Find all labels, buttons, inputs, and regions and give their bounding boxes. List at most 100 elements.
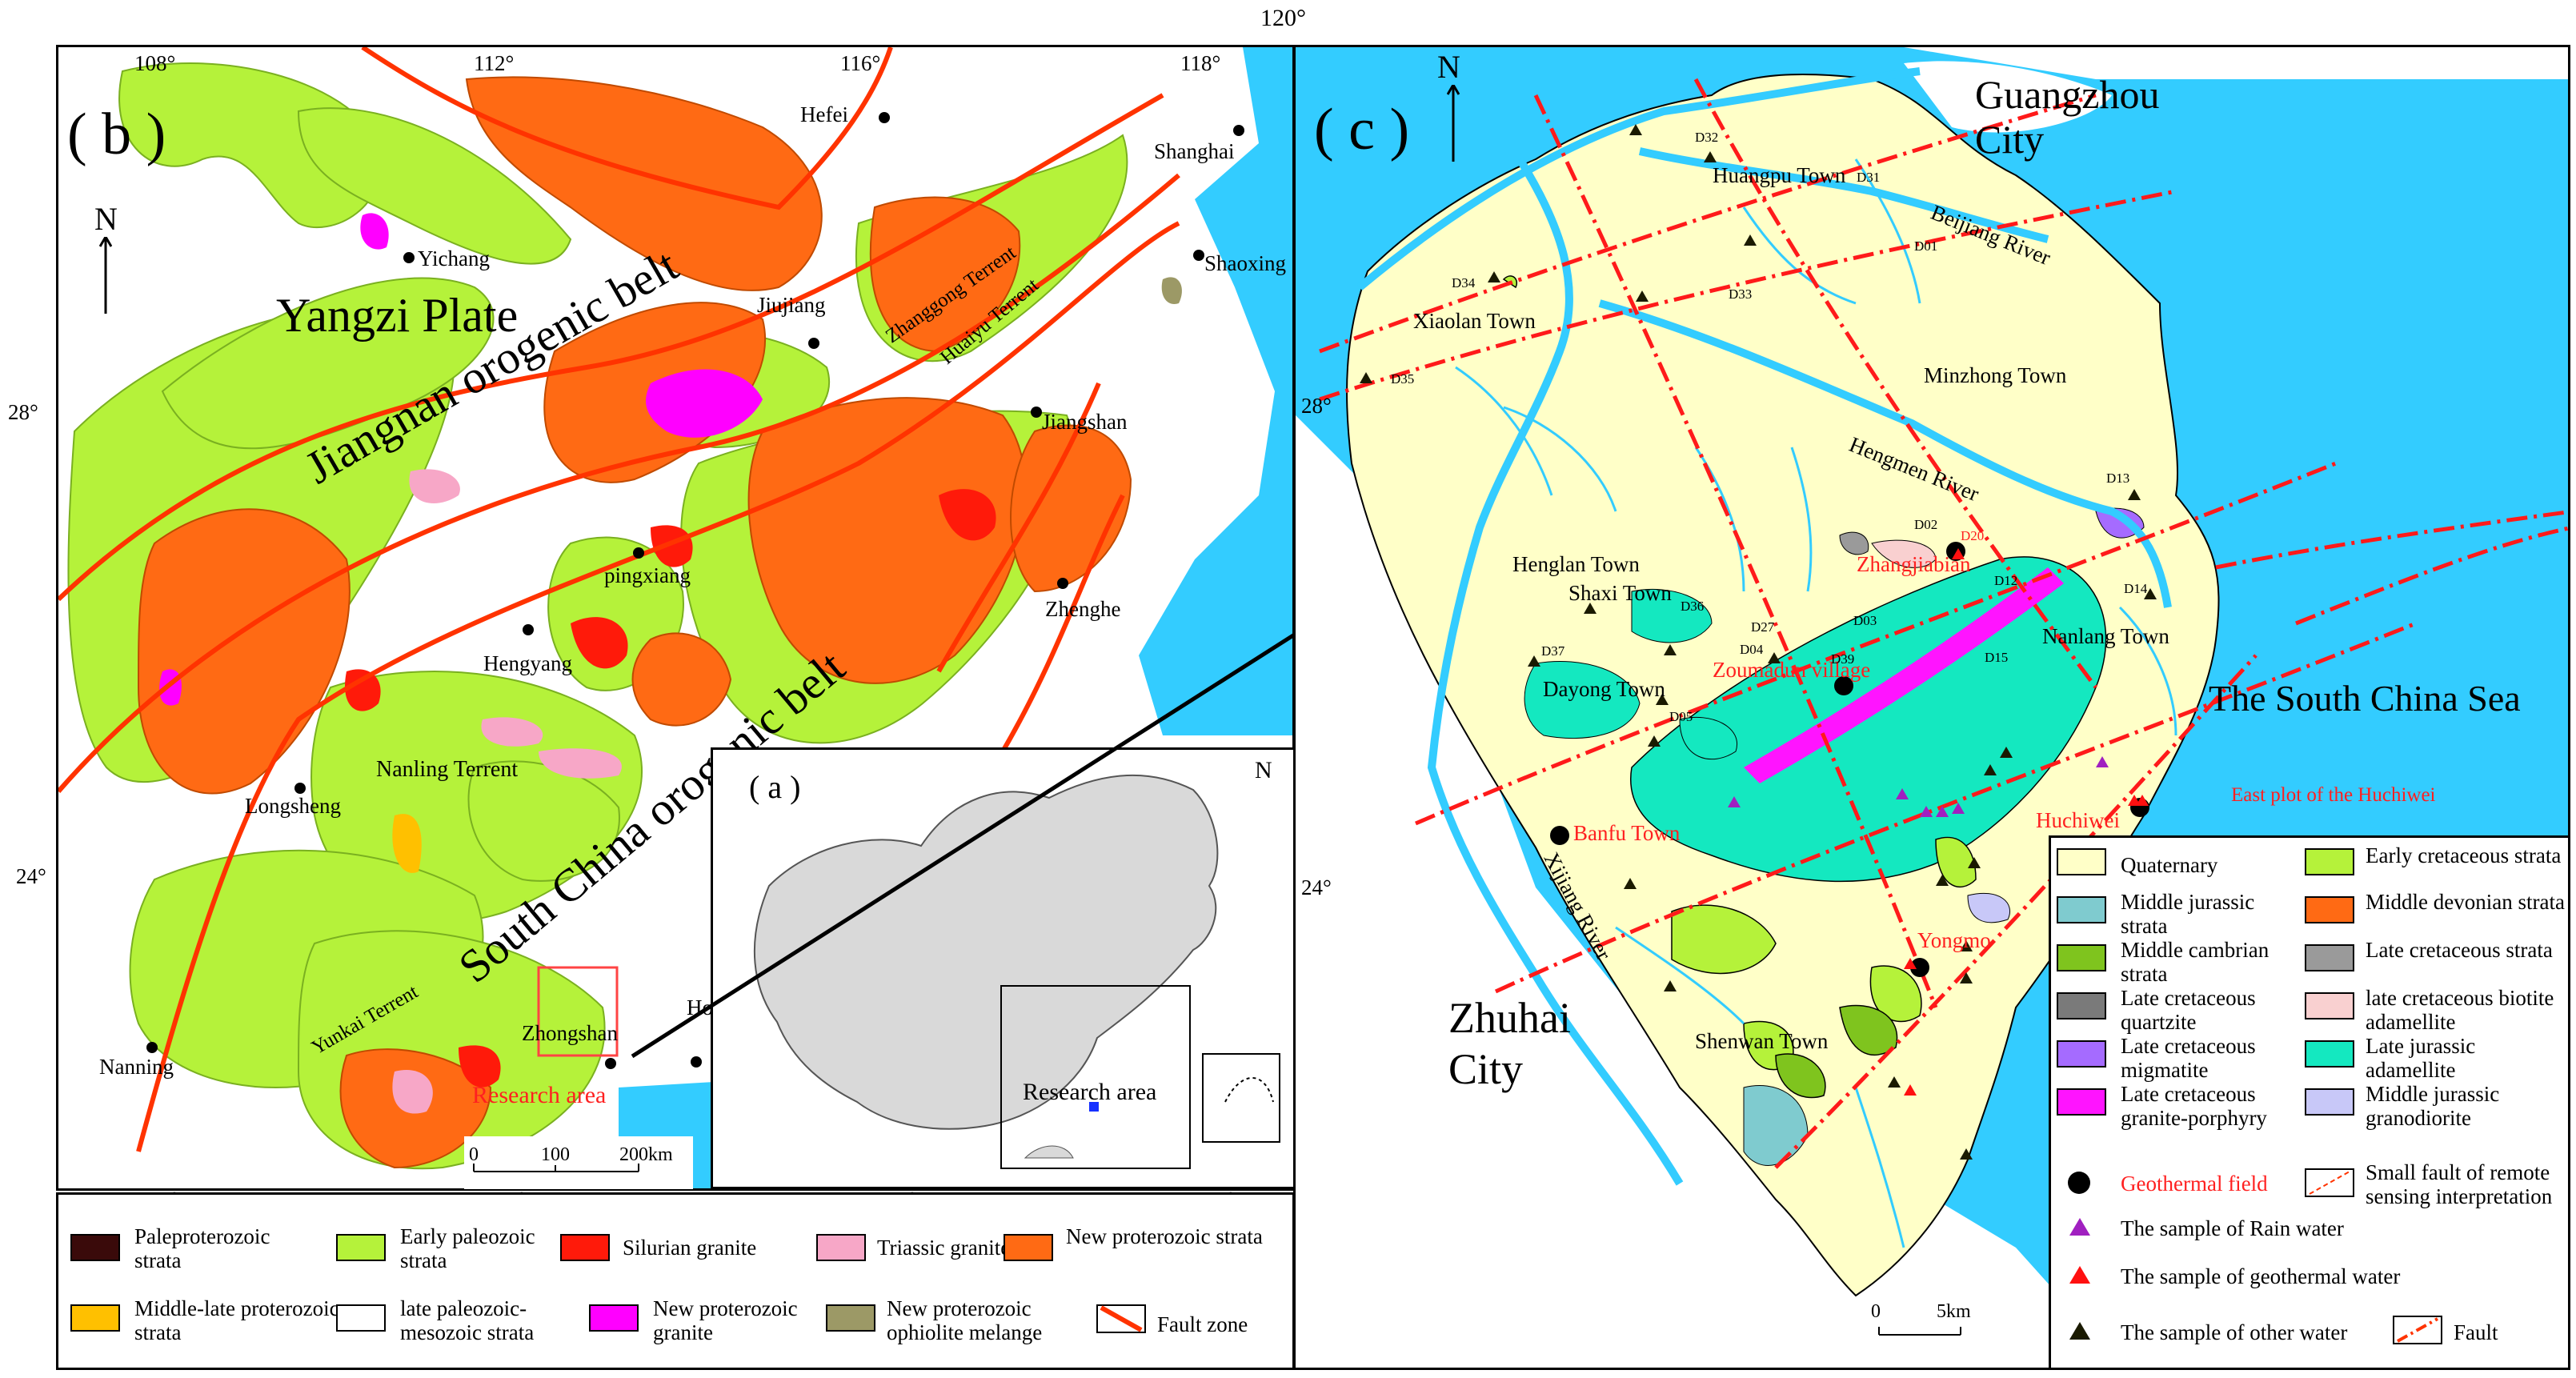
panel-c-label: ( c ) [1314, 97, 1410, 162]
legend-c-middle-devonian: Middle devonian strata [2366, 890, 2565, 914]
legend-swatch-late-paleozoic [336, 1304, 386, 1332]
place-nanlang: Nanlang Town [2042, 624, 2169, 648]
sample-label: D27 [1751, 619, 1775, 635]
panel-b-scale-bar-icon [473, 1164, 639, 1172]
place-zhuhai: Zhuhai City [1448, 994, 1571, 1093]
legend-c-small-fault: Small fault of remote sensing interpreta… [2366, 1160, 2553, 1208]
sample-label: D32 [1695, 130, 1719, 145]
sample-label: D35 [1391, 371, 1415, 387]
place-shaxi: Shaxi Town [1568, 581, 1672, 605]
research-area-label-b: Research area [472, 1082, 607, 1108]
legend-np-granite: New proterozoic granite [653, 1296, 798, 1344]
legend-c-middle-cambrian: Middle cambrian strata [2121, 938, 2270, 986]
legend-c-other-water: The sample of other water [2121, 1320, 2348, 1344]
panel-c-scale-bar-icon [1878, 1327, 1961, 1336]
lon-tick-108: 108° [134, 51, 176, 75]
guangzhou-area [1904, 61, 2112, 133]
fault-zones [58, 47, 1180, 1152]
legend-early-paleozoic: Early paleozoic strata [400, 1224, 535, 1272]
scale-b-0: 0 [469, 1144, 479, 1165]
sample-label: D12 [1994, 573, 2018, 588]
research-area-label-a: Research area [1023, 1079, 1157, 1105]
legend-c-adamellite: Late jurassic adamellite [2366, 1034, 2476, 1082]
legend-c-geothermal-field: Geothermal field [2121, 1172, 2268, 1196]
scale-c-5: 5km [1937, 1301, 1971, 1322]
legend-ophiolite: New proterozoic ophiolite melange [887, 1296, 1043, 1344]
geothermal-huchiwei: Huchiwei [2036, 808, 2120, 832]
city-longsheng: Longsheng [245, 794, 341, 818]
sample-label: D02 [1914, 517, 1938, 532]
lon-tick-118: 118° [1180, 51, 1221, 75]
triassic-granite-areas [392, 469, 622, 1114]
zhuhai-area [1296, 415, 2124, 1368]
legend-late-paleozoic: late paleozoic-mesozoic strata [400, 1296, 535, 1344]
panel-b-north-label: N [94, 201, 118, 237]
city-jiujiang: Jiujiang [757, 293, 826, 317]
place-south-china-sea: The South China Sea [2209, 678, 2521, 719]
streams [1455, 158, 2177, 1248]
legend-c-fault: Fault [2454, 1320, 2498, 1344]
legend-c-small-fault-icon [2305, 1168, 2354, 1197]
faults [1319, 78, 2568, 1169]
panel-b-north-arrow-icon [99, 237, 112, 314]
sample-label: D33 [1729, 286, 1753, 302]
legend-c-swatch-middle-jurassic [2057, 896, 2106, 923]
legend-c-granodiorite: Middle jurassic granodiorite [2366, 1082, 2500, 1130]
legend-c-rain-water: The sample of Rain water [2121, 1216, 2344, 1240]
city-hengyang: Hengyang [483, 651, 572, 675]
sample-label: D34 [1452, 275, 1476, 290]
legend-swatch-middle-late [70, 1304, 120, 1332]
legend-c-swatch-adamellite [2305, 1040, 2354, 1068]
connection-arrow-icon [631, 611, 1330, 1059]
legend-fault-zone: Fault zone [1157, 1312, 1248, 1336]
legend-c-porphyry: Late cretaceous granite-porphyry [2121, 1082, 2267, 1130]
middle-cambrian-areas [1775, 1004, 1898, 1099]
geothermal-zoumadun: Zoumadun village [1713, 658, 1871, 682]
legend-c-rain-triangle-icon [2069, 1218, 2090, 1236]
geothermal-banfu: Banfu Town [1573, 821, 1681, 845]
geothermal-water-samples [1904, 548, 2149, 1096]
legend-c-geothermal-triangle-icon [2069, 1266, 2090, 1284]
legend-c-swatch-late-cretaceous [2305, 944, 2354, 971]
region-nanling: Nanling Terrent [376, 757, 519, 782]
lat-tick-28-b: 28° [8, 400, 38, 424]
other-water-samples [1360, 124, 2157, 1160]
lat-tick-24-b: 24° [16, 864, 46, 888]
panel-b-legend [56, 1192, 1295, 1370]
sample-label: D15 [1985, 650, 2009, 665]
legend-c-biotite: late cretaceous biotite adamellite [2366, 986, 2554, 1034]
sample-label: D14 [2124, 581, 2148, 596]
rivers [1356, 67, 2172, 1186]
legend-c-swatch-granodiorite [2305, 1088, 2354, 1116]
research-area-box [537, 966, 619, 1057]
place-shenwan: Shenwan Town [1695, 1029, 1829, 1053]
china-outline-svg [753, 774, 1280, 1169]
rain-water-samples [1728, 756, 2109, 817]
place-xiaolan: Xiaolan Town [1413, 309, 1536, 333]
legend-c-swatch-middle-cambrian [2057, 944, 2106, 971]
legend-c-early-cretaceous: Early cretaceous strata [2366, 843, 2562, 867]
legend-c-quartzite: Late cretaceous quartzite [2121, 986, 2256, 1034]
geothermal-east-plot: East plot of the Huchiwei [2231, 784, 2436, 806]
legend-c-swatch-quartzite [2057, 992, 2106, 1019]
scale-c-0: 0 [1871, 1301, 1881, 1322]
place-minzhong: Minzhong Town [1924, 363, 2067, 387]
legend-c-geothermal-dot-icon [2068, 1172, 2090, 1194]
city-hefei: Hefei [800, 102, 848, 126]
silurian-granite-areas [345, 489, 996, 1088]
legend-c-swatch-middle-devonian [2305, 896, 2354, 923]
sample-label: D20 [1961, 528, 1985, 543]
legend-c-swatch-quaternary [2057, 848, 2106, 875]
scale-b-100: 100 [541, 1144, 570, 1165]
sample-label: D39 [1831, 651, 1855, 667]
granite-porphyry-band [1744, 567, 2064, 783]
lon-tick-116: 116° [840, 51, 881, 75]
scale-b-200: 200km [619, 1144, 673, 1165]
lon-tick-112: 112° [474, 51, 515, 75]
legend-c-migmatite: Late cretaceous migmatite [2121, 1034, 2256, 1082]
lat-tick-24-c: 24° [1301, 875, 1332, 899]
legend-silurian: Silurian granite [623, 1236, 757, 1260]
city-shaoxing: Shaoxing [1204, 251, 1287, 275]
city-pingxiang: pingxiang [604, 563, 691, 587]
legend-swatch-triassic [816, 1234, 866, 1261]
